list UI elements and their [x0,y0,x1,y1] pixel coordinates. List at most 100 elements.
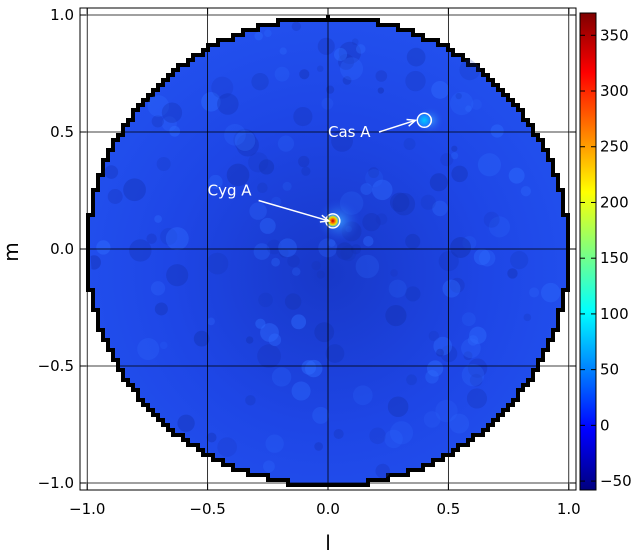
sky-noise-blob [316,65,324,72]
sky-noise-blob [177,414,195,432]
sky-noise-blob [377,87,385,94]
sky-noise-blob [279,248,289,258]
sky-noise-blob [258,292,273,308]
sky-noise-blob [385,305,407,327]
sky-noise-blob [305,359,323,378]
sky-noise-blob [265,434,284,453]
sky-noise-blob [325,344,345,363]
sky-noise-blob [461,312,476,327]
source-core [418,114,431,127]
x-tick-label: −1.0 [69,500,105,518]
sky-noise-blob [338,53,355,70]
sky-noise-blob [299,69,310,80]
sky-noise-blob [351,38,359,46]
annotation-arrowhead [406,118,418,127]
sky-noise-blob [362,213,381,232]
sky-noise-blob [432,200,448,217]
sky-noise-blob [169,125,181,137]
sky-noise-blob [355,254,380,279]
sky-noise-blob [375,70,388,82]
sky-noise-blob [442,279,461,298]
sky-noise-blob [473,248,491,266]
sky-noise-blob [236,133,259,157]
sky-noise-blob [264,29,272,38]
x-tick-label: 0.5 [436,500,460,518]
sky-noise-blob [387,396,409,418]
sky-noise-blob [389,421,414,445]
sky-noise-blob [259,217,276,234]
sky-noise-blob [436,348,444,357]
sky-noise-blob [161,116,177,132]
sky-noise-blob [258,159,275,175]
sky-noise-blob [435,399,458,423]
sky-noise-blob [314,322,335,343]
sky-noise-blob [301,360,317,375]
x-tick-label: 0.0 [316,500,340,518]
sky-noise-blob [156,156,171,172]
sky-noise-blob [208,174,223,190]
sky-noise-blob [450,237,472,258]
sky-noise-blob [450,91,474,116]
sky-noise-blob [462,235,477,250]
x-tick-label: −0.5 [189,500,225,518]
sky-noise-blob [429,173,448,192]
sky-noise-blob [217,437,237,457]
y-tick-label: 1.0 [50,6,74,24]
sky-noise-blob [249,202,267,220]
sky-noise-blob [257,182,268,194]
sky-noise-blob [279,47,287,55]
sky-noise-blob [508,167,525,184]
sky-noise-blob [336,242,354,260]
grid-lines [80,8,576,490]
sky-noise-blob [360,183,373,196]
sky-noise-blob [375,463,390,479]
x-axis-label: l [325,531,331,554]
sky-noise-blob [251,72,269,91]
sky-noise-blob [206,432,217,443]
sky-noise-blob [317,37,335,55]
colorbar-tick-label: 350 [600,26,629,44]
sky-noise-blob [293,106,313,127]
sky-noise-blob [291,21,301,31]
sky-noise-blob [150,281,166,296]
sky-noise-blob [253,243,271,260]
sky-noise-blob [340,57,364,81]
sky-noise-blob [352,385,373,406]
sky-noise-blob [104,165,119,179]
sky-noise-blob [461,363,485,387]
sky-noise-blob [451,165,468,183]
sky-noise-blob [520,185,532,197]
sky-noise-blob [440,153,454,167]
sky-noise-blob [469,373,483,387]
source-marker-circle [416,112,433,129]
sky-noise-blob [274,66,290,82]
sky-noise-blob [96,240,111,255]
sky-noise-blob [466,388,488,409]
sky-noise-blob [301,166,311,176]
sky-noise-blob [333,428,344,439]
sky-noise-blob [529,287,540,298]
colorbar-tick-label: 200 [600,193,629,211]
sky-noise-blob [333,47,348,62]
sky-noise-blob [266,239,282,255]
sky-noise-blob [465,105,472,112]
sky-noise-blob [325,85,335,94]
sky-noise-blob [262,460,275,473]
sky-noise-blob [271,257,281,267]
sky-noise-blob [461,338,481,359]
sky-noise-blob [340,245,357,262]
source-core [326,214,339,227]
annotation-label: Cyg A [208,182,253,200]
sky-noise-blob [312,406,330,424]
y-axis-label: m [0,242,23,261]
sky-noise-blob [405,233,421,249]
sky-noise-blob [388,279,407,298]
colorbar-tick-label: 50 [600,361,619,379]
colorbar-tick-label: 300 [600,82,629,100]
sky-noise-blob [425,370,439,384]
sky-noise-blob [321,97,334,110]
sky-noise-blob [451,145,458,152]
y-tick-label: 0.5 [50,123,74,141]
sky-noise-blob [449,413,470,434]
sky-noise-blob [298,155,310,168]
